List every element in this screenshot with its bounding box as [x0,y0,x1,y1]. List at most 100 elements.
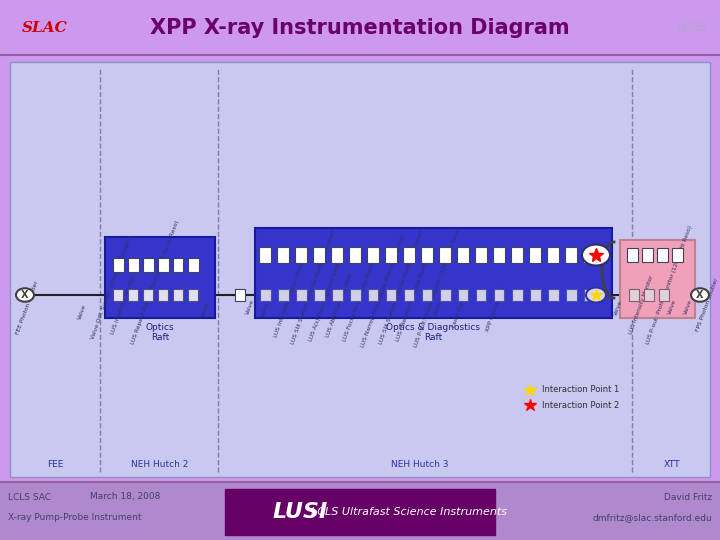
Bar [629,289,639,301]
Bar [331,289,343,301]
Bar [349,289,361,301]
Bar [367,289,379,301]
Bar [565,247,577,263]
Bar [493,289,505,301]
Text: FPS Photon Shutter: FPS Photon Shutter [696,277,719,332]
Bar [475,289,487,301]
Bar [331,247,343,263]
Text: XPP X-ray Instrumentation Diagram: XPP X-ray Instrumentation Diagram [150,17,570,37]
Bar [659,289,669,301]
Text: dmfritz@slac.stanford.edu: dmfritz@slac.stanford.edu [593,514,712,523]
Text: Valve: Valve [261,301,271,318]
Bar [657,248,667,262]
Text: Laser Port: Laser Port [451,299,466,328]
Bar [511,247,523,263]
Text: LUS Intensity Position Monitor: LUS Intensity Position Monitor [274,254,308,338]
Text: LUS Slit Station (Precise Position Monitor): LUS Slit Station (Precise Position Monit… [290,230,336,345]
Bar [385,289,397,301]
Bar [277,289,289,301]
Bar [0,482,720,540]
Text: LUS Intensity Monitor: LUS Intensity Monitor [110,274,136,335]
Bar [188,289,198,301]
Text: Interaction Point 1: Interaction Point 1 [542,386,619,395]
Text: LUSI: LUSI [273,502,328,522]
Text: LCLS SAC: LCLS SAC [8,492,51,502]
Bar [529,289,541,301]
Bar [259,247,271,263]
Text: X: X [22,290,29,300]
Bar [583,247,595,263]
Text: XPP Goniometer: XPP Goniometer [485,285,506,332]
Bar [313,289,325,301]
Circle shape [582,245,610,266]
Bar [439,289,451,301]
Bar [295,247,307,263]
Bar [672,248,683,262]
Bar [173,289,183,301]
Text: LUS P-out: Profile Monitor (120 Hz Hi Reso): LUS P-out: Profile Monitor (120 Hz Hi Re… [645,225,693,345]
Bar [457,247,469,263]
Text: Valve: Valve [613,299,624,316]
Text: Valve Diff. System (Gauntlet Gauges): Valve Diff. System (Gauntlet Gauges) [90,235,132,340]
Bar [349,247,361,263]
Circle shape [691,288,709,302]
Text: Valve: Valve [200,301,210,318]
Bar [439,247,451,263]
Bar [143,289,153,301]
Bar [511,289,523,301]
Bar [235,289,245,301]
Text: XTT: XTT [664,460,680,469]
Text: Valve: Valve [433,299,444,316]
Circle shape [586,287,606,302]
Text: David Fritz: David Fritz [664,492,712,502]
Circle shape [16,288,34,302]
Text: Valve: Valve [683,298,693,315]
Text: LUS P-out: Profile Monitor (120 Hz, Hi Reso): LUS P-out: Profile Monitor (120 Hz, Hi R… [413,226,462,348]
Bar [642,248,652,262]
Text: NEH Hutch 2: NEH Hutch 2 [131,460,189,469]
Bar [493,247,505,263]
Bar [626,248,637,262]
Bar [295,289,307,301]
Bar [385,247,397,263]
Bar [259,289,271,301]
Text: LUS Repeat Profile Monitor (120 Hz, Hi Reso): LUS Repeat Profile Monitor (120 Hz, Hi R… [130,220,180,345]
Text: FEE Photon Shutter: FEE Photon Shutter [15,280,40,335]
Bar [158,258,168,272]
Bar [158,289,168,301]
Text: LUS Intensity/Centroid Monitor: LUS Intensity/Centroid Monitor [395,256,431,342]
Text: X: X [696,290,703,300]
Text: LCLS: LCLS [677,21,707,34]
Bar [367,247,379,263]
Text: Optics & Diagnostics
Raft: Optics & Diagnostics Raft [387,323,480,342]
Bar [105,237,215,318]
Text: LUS A(s) Focusing Lens System: LUS A(s) Focusing Lens System [308,254,344,342]
Bar [475,247,487,263]
Text: Valve: Valve [246,298,256,315]
Bar [547,247,559,263]
Text: LUS Slit Station (Precise Position Monitor): LUS Slit Station (Precise Position Monit… [378,230,425,345]
Text: Interaction Point 2: Interaction Point 2 [542,401,619,409]
Bar [403,289,415,301]
Bar [644,289,654,301]
Text: X-ray Pump-Probe Instrument: X-ray Pump-Probe Instrument [8,514,142,523]
Text: Valve: Valve [77,303,87,320]
Text: LUS Focus-to-Intensity Monitor: LUS Focus-to-Intensity Monitor [342,256,378,342]
Text: LUS Narrow Modulation Intensity Monitor: LUS Narrow Modulation Intensity Monitor [360,234,406,348]
Text: Valve: Valve [667,298,678,315]
Bar [10,62,710,477]
Bar [112,258,124,272]
Bar [457,289,469,301]
Bar [128,289,138,301]
Bar [225,489,495,535]
Bar [0,0,720,55]
Bar [143,258,153,272]
Bar [583,289,595,301]
Text: NEH Hutch 3: NEH Hutch 3 [391,460,449,469]
Text: FEE: FEE [47,460,63,469]
Text: March 18, 2008: March 18, 2008 [90,492,161,502]
Bar [255,228,612,318]
Bar [313,247,325,263]
Bar [529,247,541,263]
Text: LCLS Ultrafast Science Instruments: LCLS Ultrafast Science Instruments [310,507,507,517]
